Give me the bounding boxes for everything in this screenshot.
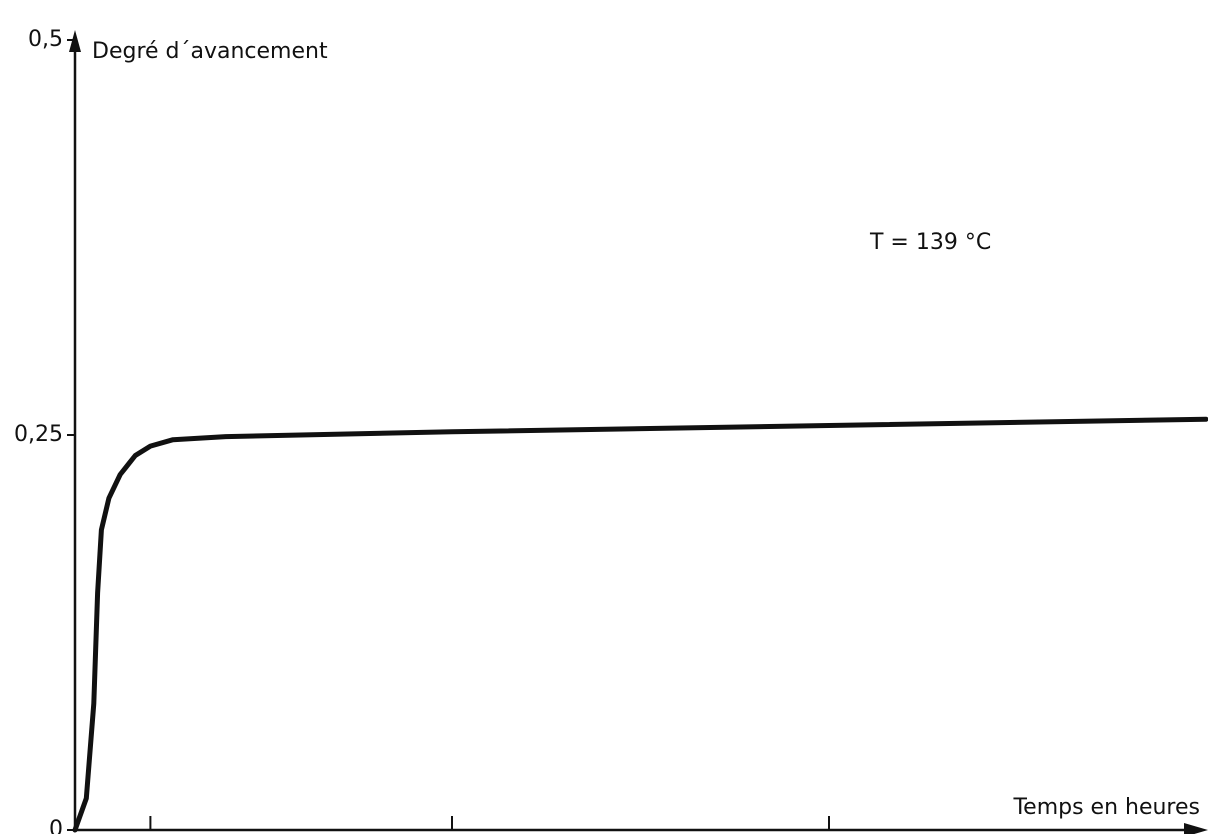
annotation: T = 139 °C bbox=[869, 230, 991, 255]
data-line bbox=[72, 416, 1208, 833]
y-tick-label: 0,25 bbox=[14, 422, 63, 447]
x-axis-label: Temps en heures bbox=[1012, 795, 1200, 820]
y-tick-label: 0,5 bbox=[28, 27, 63, 52]
x-axis-arrow bbox=[1184, 823, 1208, 834]
y-tick-label: 0 bbox=[49, 817, 63, 834]
y-axis-label: Degré d´avancement bbox=[92, 39, 328, 64]
